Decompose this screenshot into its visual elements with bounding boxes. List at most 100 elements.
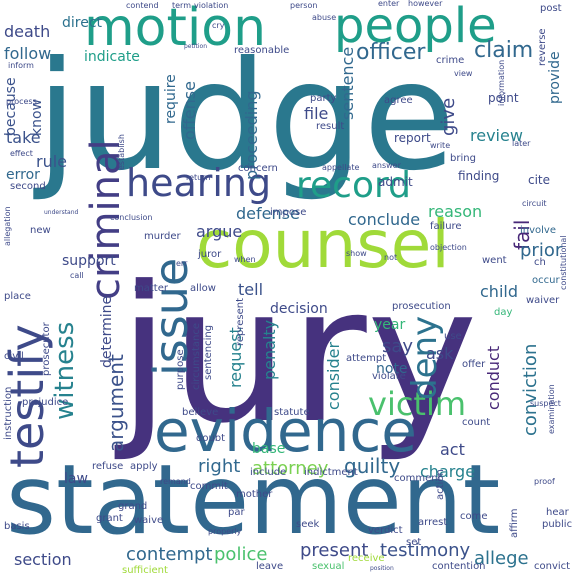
word-went: went [482,255,507,266]
word-contend: contend [126,1,159,10]
word-place: place [4,291,31,302]
word-police: police [214,544,268,565]
word-contention: contention [432,561,486,572]
word-indictment: indictment [304,467,358,478]
word-motion: motion [84,0,267,58]
word-count: count [462,417,491,428]
word-ask: ask [426,344,454,363]
word-sufficient: sufficient [122,565,168,576]
word-sentencing: sentencing [203,324,214,380]
word-bring: bring [450,153,476,164]
word-contempt: contempt [126,544,213,565]
word-properly: properly [208,527,242,536]
word-sexual: sexual [312,561,345,572]
word-circumstance: circumstance [191,323,202,390]
word-point: point [488,91,519,105]
word-error: error [6,167,40,183]
word-argue: argue [196,222,243,241]
word-show: show [346,249,367,258]
word-take: take [6,128,41,147]
word-tell: tell [238,280,264,299]
word-conclude: conclude [348,210,421,229]
word-finding: finding [458,169,500,183]
word-issue: issue [144,257,198,376]
word-impose: impose [270,207,307,218]
word-violate: violate [372,371,406,382]
word-public: public [542,519,573,530]
word-occur: occur [532,275,560,286]
word-allow: allow [190,283,216,294]
word-however: however [408,0,443,8]
word-ch: ch [534,257,546,268]
word-cry: cry [212,21,225,30]
word-claim: claim [474,38,534,63]
word-offer: offer [462,359,486,370]
word-when: when [234,255,256,264]
word-establish: establish [117,134,126,170]
word-indicate: indicate [84,49,140,65]
word-verdict: verdict [368,525,403,536]
word-view: view [454,69,473,78]
word-leave: leave [256,561,284,572]
word-cite: cite [528,173,551,187]
word-day: day [494,307,513,318]
word-conduct: conduct [484,345,503,410]
word-grand: grand [118,501,148,512]
word-examination: examination [547,384,556,434]
word-base: base [252,441,286,457]
word-attorney: attorney [252,458,329,479]
word-refuse: refuse [92,461,124,472]
word-murder: murder [144,231,181,242]
word-allege: allege [474,548,529,569]
word-act: act [440,440,465,459]
word-juror: juror [198,249,222,260]
word-write: write [430,141,451,150]
word-proof: proof [534,477,555,486]
word-violation: violation [194,1,229,10]
word-represent: represent [235,297,246,346]
word-statute: statute [274,407,310,418]
word-party: party [310,93,337,104]
word-provide: provide [547,51,563,104]
word-abuse: abuse [312,13,337,22]
word-direct: direct [62,15,103,31]
word-require: require [163,74,179,124]
word-constitutional: constitutional [559,235,568,290]
word-say: say [382,336,414,357]
word-later: later [512,139,531,148]
word-right: right [198,456,241,477]
word-hear: hear [546,507,569,518]
word-set: set [406,537,422,548]
word-come: come [460,511,488,522]
word-follow: follow [4,44,52,63]
word-believe: believe [182,407,219,418]
word-affirm: affirm [509,508,520,538]
word-information: information [497,59,506,106]
word-people: people [334,0,497,54]
word-reverse: reverse [537,28,548,66]
word-statement: statement [6,444,501,556]
word-report: report [394,131,431,145]
word-judge: judge [36,30,456,204]
word-new: new [30,225,51,236]
word-civil: civil [4,351,24,362]
word-agree: agree [384,95,413,106]
word-hearing: hearing [126,161,272,205]
word-result: result [316,121,345,132]
word-basis: basis [4,521,30,532]
word-grant: grant [96,513,123,524]
word-allegation: allegation [3,206,12,246]
word-death: death [4,22,51,41]
word-charge: charge [420,462,476,481]
word-penalty: penalty [260,319,279,380]
word-reason: reason [428,202,483,221]
word-concern: concern [238,163,278,174]
word-term: term [172,1,191,10]
word-post: post [540,3,562,14]
word-because: because [3,77,19,136]
word-petition: petition [184,43,208,50]
word-objection: objection [430,243,467,252]
word-matter: matter [134,283,168,294]
word-err: err [176,259,188,268]
